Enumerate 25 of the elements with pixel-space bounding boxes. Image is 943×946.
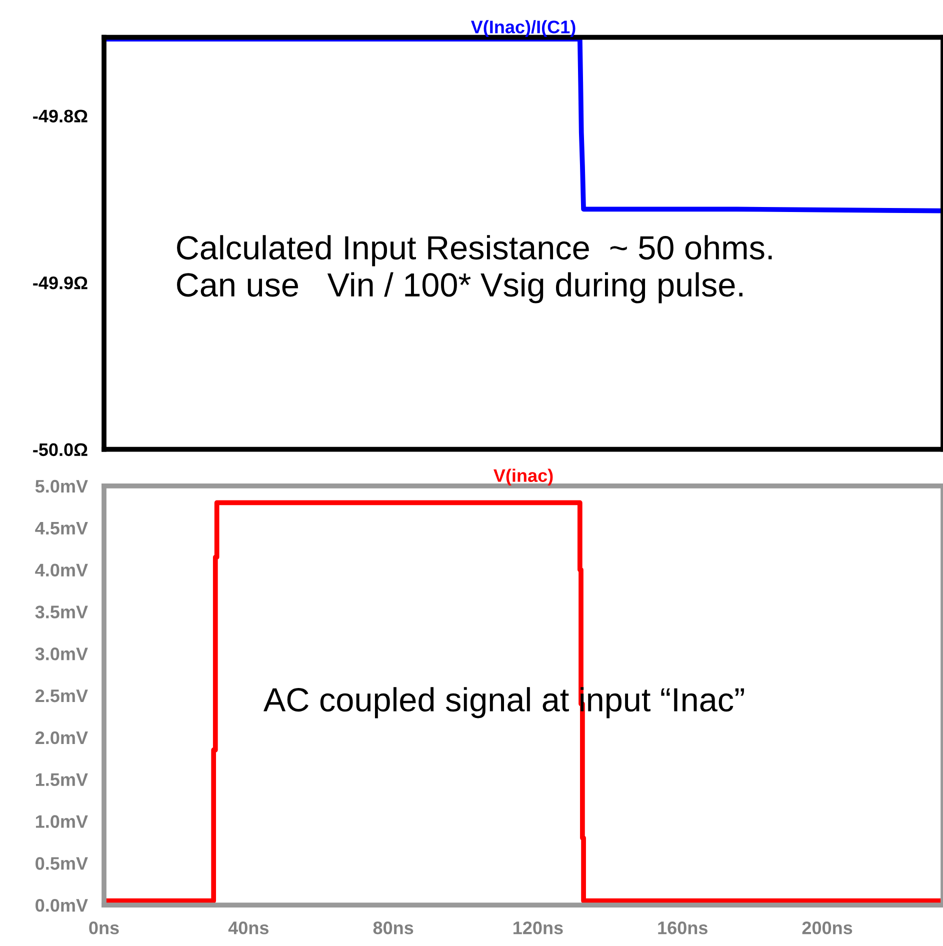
line-series (104, 37, 943, 214)
y-tick-label: 4.5mV (35, 522, 88, 535)
y-tick-label: 0.5mV (36, 857, 88, 870)
annotation: Calculated Input Resistance ~ 50 ohms. Can use Vin / 100* Vsig during pulse. (177, 235, 772, 304)
x-tick-label: 120ns (514, 921, 563, 934)
x-tick-label: 40ns (228, 921, 269, 934)
x-tick-label: 200ns (802, 921, 852, 934)
y-tick-label: -49.8Ω (33, 110, 88, 122)
y-tick-label: -50.0Ω (33, 443, 88, 456)
y-tick-label: 4.0mV (35, 564, 88, 576)
y-tick-label: 3.5mV (35, 606, 88, 618)
y-tick-label: 1.5mV (36, 773, 88, 786)
y-tick-label: -49.9Ω (33, 276, 88, 290)
y-tick-label: 0.0mV (36, 898, 88, 912)
x-tick-label: 0ns (89, 921, 119, 934)
y-tick-label: 5.0mV (35, 480, 88, 493)
x-tick-label: 80ns (373, 921, 414, 934)
chart-title: V(Inac)/I(C1) (470, 20, 576, 37)
y-tick-label: 2.5mV (35, 689, 88, 702)
chart-title: V(inac) (494, 468, 553, 486)
y-tick-label: 3.0mV (35, 648, 88, 660)
y-tick-label: 2.0mV (35, 731, 88, 744)
x-tick-label: 160ns (658, 921, 708, 934)
y-tick-label: 1.0mV (36, 815, 88, 828)
line-series (104, 500, 943, 904)
